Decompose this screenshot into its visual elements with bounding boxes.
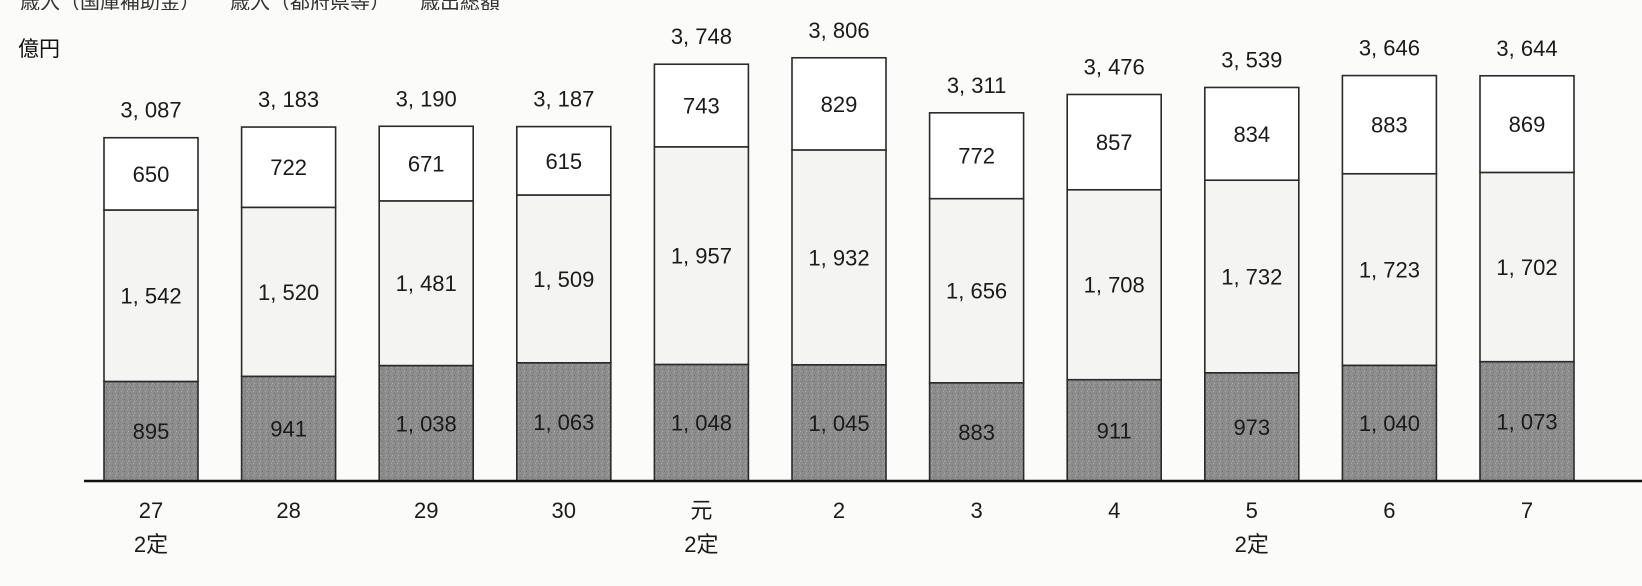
x-tick-label: 29 (414, 498, 438, 523)
bar-segment-1 (653, 363, 750, 482)
segment-value-label: 1, 481 (396, 271, 457, 296)
x-tick-label: 28 (276, 498, 300, 523)
segment-value-label: 829 (821, 92, 858, 117)
segment-value-label: 973 (1233, 415, 1270, 440)
bar-segment-2 (1204, 179, 1300, 374)
bar-segment-3 (378, 125, 475, 202)
segment-value-label: 1, 708 (1084, 273, 1145, 298)
bar-segment-3 (791, 56, 887, 151)
bar-segment-2 (378, 200, 475, 367)
x-tick-label: 3 (970, 498, 982, 523)
x-tick-label: 4 (1108, 498, 1120, 523)
bar-segment-2 (1341, 172, 1438, 367)
bar-segment-1 (1341, 364, 1438, 482)
bar-segment-3 (928, 112, 1025, 200)
segment-value-label: 1, 038 (396, 411, 457, 436)
bar-segment-1 (1066, 378, 1162, 482)
bar-segment-2 (103, 209, 199, 383)
segment-value-label: 883 (958, 420, 995, 445)
segment-value-label: 1, 732 (1221, 265, 1282, 290)
segment-value-label: 1, 509 (533, 267, 594, 292)
segment-value-label: 1, 063 (533, 410, 594, 435)
bar-segment-3 (1341, 74, 1438, 175)
x-tick-label: 5 (1246, 498, 1258, 523)
x-tick-label: 2 (833, 498, 845, 523)
bar-segment-2 (928, 197, 1025, 384)
bar-segment-3 (1479, 74, 1575, 174)
x-tick-sublabel: 2定 (1235, 532, 1269, 557)
total-value-label: 3, 190 (396, 86, 457, 111)
segment-value-label: 869 (1509, 112, 1546, 137)
total-value-label: 3, 087 (120, 98, 181, 123)
total-value-label: 3, 646 (1359, 36, 1420, 61)
total-value-label: 3, 476 (1084, 54, 1145, 79)
segment-value-label: 1, 048 (671, 411, 732, 436)
bar-segment-3 (240, 126, 337, 209)
bar-segment-1 (928, 382, 1025, 482)
segment-value-label: 1, 957 (671, 244, 732, 269)
segment-value-label: 834 (1233, 122, 1270, 147)
bar-segment-1 (515, 361, 612, 482)
bar-segment-2 (1479, 171, 1575, 363)
bar-segment-3 (1204, 86, 1300, 182)
segment-value-label: 1, 723 (1359, 258, 1420, 283)
bar-segment-3 (515, 125, 612, 196)
total-value-label: 3, 806 (808, 18, 869, 43)
segment-value-label: 895 (133, 419, 170, 444)
chart-title-clipped: 歳入（国庫補助金） 歳入（都府県等） 歳出総額 (0, 0, 1000, 10)
total-value-label: 3, 644 (1496, 36, 1557, 61)
segment-value-label: 1, 932 (808, 245, 869, 270)
total-value-label: 3, 748 (671, 24, 732, 49)
segment-value-label: 1, 542 (120, 284, 181, 309)
x-tick-label: 6 (1383, 498, 1395, 523)
total-value-label: 3, 187 (533, 87, 594, 112)
bar-segment-3 (1066, 93, 1162, 191)
x-tick-label: 27 (139, 498, 163, 523)
y-unit-label: 億円 (18, 37, 60, 61)
segment-value-label: 1, 702 (1496, 255, 1557, 280)
x-tick-label: 30 (552, 498, 576, 523)
total-value-label: 3, 539 (1221, 47, 1282, 72)
segment-value-label: 941 (270, 417, 307, 442)
segment-value-label: 615 (545, 149, 582, 174)
x-tick-label: 元 (690, 498, 712, 523)
segment-value-label: 911 (1097, 418, 1132, 443)
bar-segment-3 (653, 63, 750, 148)
x-tick-label: 7 (1521, 498, 1533, 523)
segment-value-label: 857 (1096, 130, 1133, 155)
x-tick-sublabel: 2定 (684, 532, 718, 557)
bar-segment-2 (653, 146, 750, 366)
segment-value-label: 650 (133, 162, 170, 187)
total-value-label: 3, 183 (258, 87, 319, 112)
total-value-label: 3, 311 (947, 73, 1007, 98)
segment-value-label: 1, 656 (946, 279, 1007, 304)
segment-value-label: 671 (408, 152, 445, 177)
segment-value-label: 772 (958, 144, 995, 169)
segment-value-label: 722 (270, 155, 307, 180)
bar-segment-2 (791, 149, 887, 366)
x-tick-sublabel: 2定 (134, 532, 168, 557)
segment-value-label: 743 (683, 94, 720, 119)
bar-segment-1 (1479, 360, 1575, 482)
bar-segment-3 (103, 136, 199, 211)
segment-value-label: 1, 040 (1359, 411, 1420, 436)
bar-segment-1 (1204, 372, 1300, 482)
bar-segment-2 (1066, 188, 1162, 381)
segment-value-label: 1, 045 (808, 411, 869, 436)
bar-segment-1 (103, 380, 199, 482)
segment-value-label: 883 (1371, 113, 1408, 138)
segment-value-label: 1, 520 (258, 280, 319, 305)
segment-value-label: 1, 073 (1496, 409, 1557, 434)
